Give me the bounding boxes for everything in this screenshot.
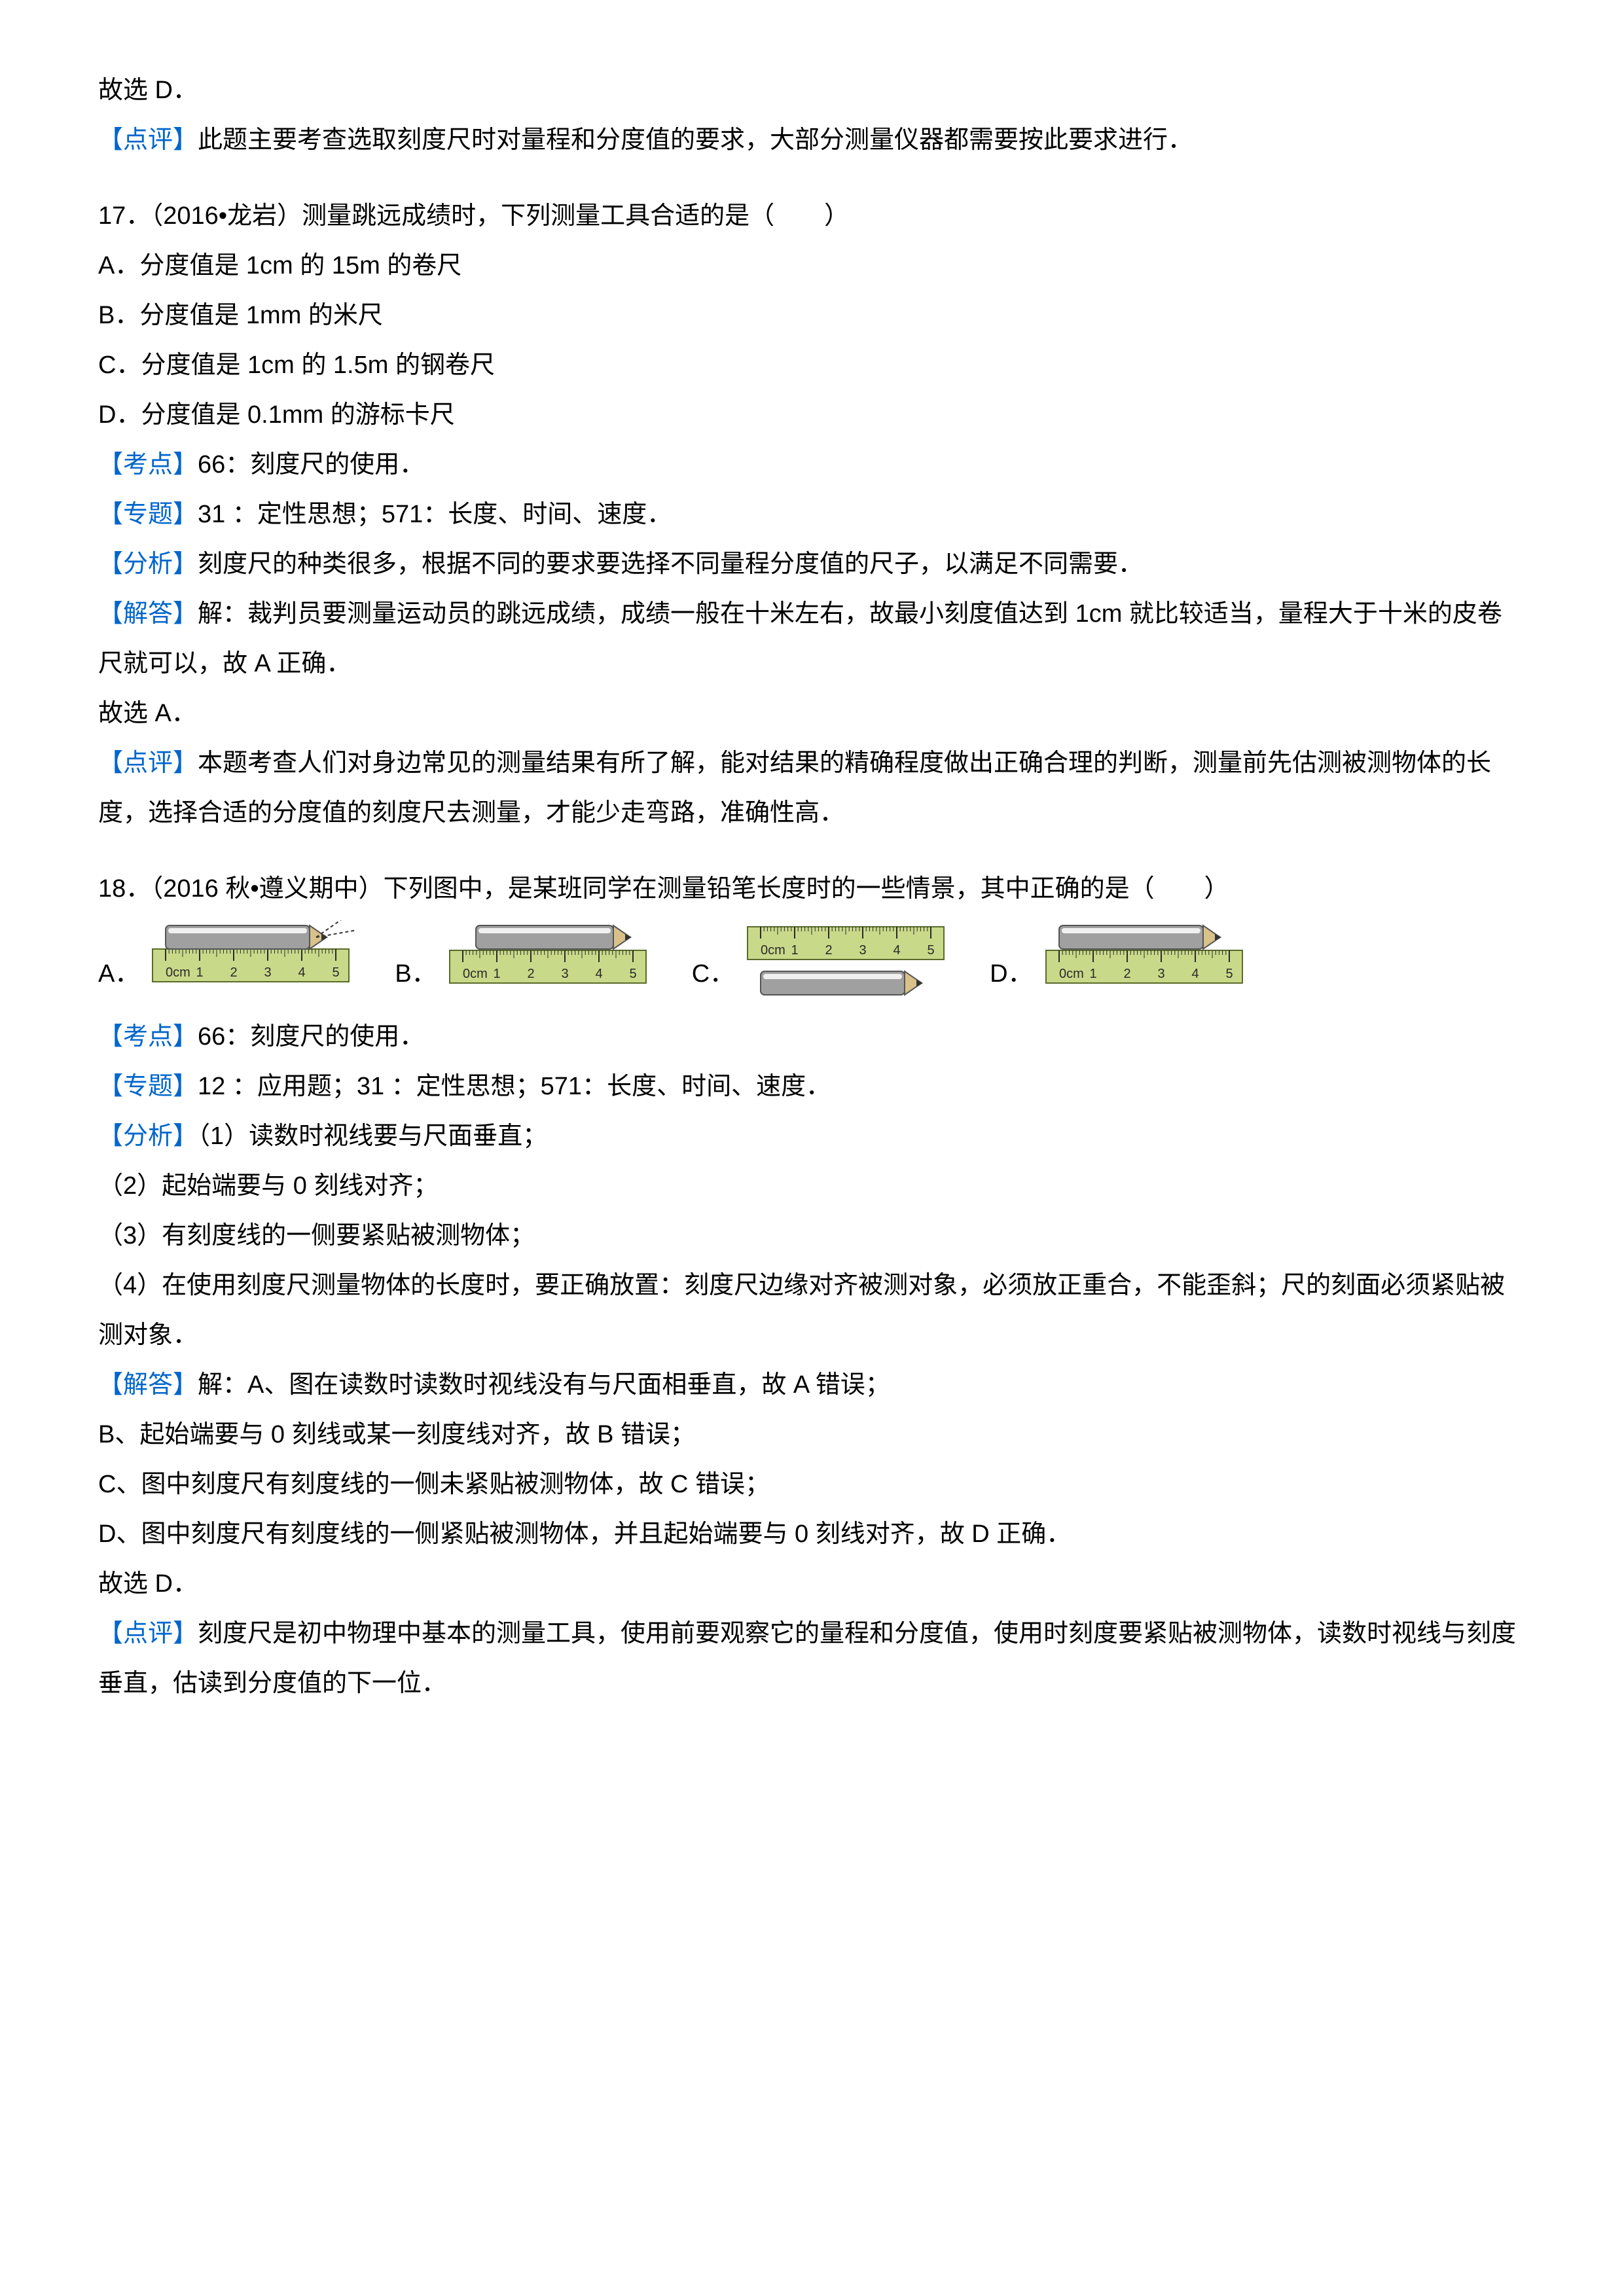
svg-text:1: 1	[196, 965, 204, 980]
document-page: 故选 D． 【点评】此题主要考查选取刻度尺时对量程和分度值的要求，大部分测量仪器…	[0, 0, 1624, 2296]
q18-fenxi-head: 【分析】（1）读数时视线要与尺面垂直；	[98, 1111, 1526, 1161]
q18-kaodian-text: 66：刻度尺的使用．	[198, 1023, 424, 1050]
label-zhuanti: 【专题】	[98, 1073, 198, 1100]
svg-text:0cm: 0cm	[463, 967, 488, 981]
label-dianping: 【点评】	[98, 1620, 198, 1647]
q18-dianping: 【点评】刻度尺是初中物理中基本的测量工具，使用前要观察它的量程和分度值，使用时刻…	[98, 1609, 1526, 1708]
q18-jieda-line-b: B、起始端要与 0 刻线或某一刻度线对齐，故 B 错误；	[98, 1410, 1526, 1460]
q17-fenxi-text: 刻度尺的种类很多，根据不同的要求要选择不同量程分度值的尺子，以满足不同需要．	[198, 550, 1143, 578]
q17-dianping-text: 本题考查人们对身边常见的测量结果有所了解，能对结果的精确程度做出正确合理的判断，…	[98, 749, 1491, 827]
svg-text:4: 4	[595, 967, 602, 981]
q18-fenxi-line1: （2）起始端要与 0 刻线对齐；	[98, 1161, 1526, 1211]
q17-guxuan: 故选 A．	[98, 689, 1526, 738]
q18-fenxi-line0: （1）读数时视线要与尺面垂直；	[198, 1122, 547, 1150]
q18-jieda-first: 解：A、图在读数时读数时视线没有与尺面相垂直，故 A 错误；	[198, 1371, 890, 1399]
q18-kaodian: 【考点】66：刻度尺的使用．	[98, 1012, 1526, 1062]
q17-zhuanti-text: 31 ：定性思想；571：长度、时间、速度．	[198, 501, 672, 528]
svg-text:1: 1	[791, 943, 799, 958]
label-kaodian: 【考点】	[98, 451, 198, 478]
svg-text:0cm: 0cm	[166, 965, 190, 980]
q18-fenxi-line3: （4）在使用刻度尺测量物体的长度时，要正确放置：刻度尺边缘对齐被测对象，必须放正…	[98, 1261, 1526, 1360]
q18-dianping-text: 刻度尺是初中物理中基本的测量工具，使用前要观察它的量程和分度值，使用时刻度要紧贴…	[98, 1620, 1516, 1697]
q17-jieda: 【解答】解：裁判员要测量运动员的跳远成绩，成绩一般在十米左右，故最小刻度值达到 …	[98, 589, 1526, 689]
label-fenxi: 【分析】	[98, 1122, 198, 1150]
label-dianping: 【点评】	[98, 126, 198, 154]
prev-dianping: 【点评】此题主要考查选取刻度尺时对量程和分度值的要求，大部分测量仪器都需要按此要…	[98, 115, 1526, 165]
q18-jieda-line-c: C、图中刻度尺有刻度线的一侧未紧贴被测物体，故 C 错误；	[98, 1460, 1526, 1509]
q18-figure-a: 0cm 1 2 3 4 5	[146, 920, 355, 999]
q18-option-b: B． 0cm 1 2 3 4 5	[395, 920, 652, 999]
q18-zhuanti: 【专题】12 ：应用题；31 ：定性思想；571：长度、时间、速度．	[98, 1062, 1526, 1111]
svg-text:0cm: 0cm	[761, 943, 785, 958]
prev-dianping-text: 此题主要考查选取刻度尺时对量程和分度值的要求，大部分测量仪器都需要按此要求进行．	[198, 126, 1193, 154]
q17-dianping: 【点评】本题考查人们对身边常见的测量结果有所了解，能对结果的精确程度做出正确合理…	[98, 738, 1526, 838]
q18-stem: 18．（2016 秋•遵义期中）下列图中，是某班同学在测量铅笔长度时的一些情景，…	[98, 864, 1526, 914]
q18-options-row: A． 0cm 1 2 3 4 5 B． 0cm 1 2 3 4 5 C． 0cm 1 2 3 4 5 D． 0…	[98, 920, 1526, 999]
svg-text:4: 4	[1191, 967, 1199, 981]
label-kaodian: 【考点】	[98, 1023, 198, 1050]
svg-text:3: 3	[264, 965, 272, 980]
q18-jieda-line-d: D、图中刻度尺有刻度线的一侧紧贴被测物体，并且起始端要与 0 刻线对齐，故 D …	[98, 1509, 1526, 1559]
q17-option-b: B．分度值是 1mm 的米尺	[98, 291, 1526, 340]
svg-text:2: 2	[230, 965, 238, 980]
q17-stem: 17．（2016•龙岩）测量跳远成绩时，下列测量工具合适的是（ ）	[98, 191, 1526, 241]
q18-guxuan: 故选 D．	[98, 1559, 1526, 1609]
label-zhuanti: 【专题】	[98, 501, 198, 528]
prev-guxuan: 故选 D．	[98, 65, 1526, 115]
label-jieda: 【解答】	[98, 1371, 198, 1399]
q18-jieda-head: 【解答】解：A、图在读数时读数时视线没有与尺面相垂直，故 A 错误；	[98, 1360, 1526, 1410]
section-spacer	[98, 165, 1526, 191]
svg-text:3: 3	[859, 943, 867, 958]
q18-fenxi-line2: （3）有刻度线的一侧要紧贴被测物体；	[98, 1211, 1526, 1261]
q17-jieda-text: 解：裁判员要测量运动员的跳远成绩，成绩一般在十米左右，故最小刻度值达到 1cm …	[98, 600, 1502, 677]
q18-figure-b: 0cm 1 2 3 4 5	[443, 920, 653, 999]
q18-option-d: D． 0cm 1 2 3 4 5	[990, 920, 1248, 999]
label-jieda: 【解答】	[98, 600, 198, 628]
q17-option-c: C．分度值是 1cm 的 1.5m 的钢卷尺	[98, 340, 1526, 390]
q18-figure-c: 0cm 1 2 3 4 5	[741, 920, 950, 999]
q18-option-d-label: D．	[990, 949, 1032, 999]
q17-kaodian-text: 66：刻度尺的使用．	[198, 451, 424, 478]
q17-option-d: D．分度值是 0.1mm 的游标卡尺	[98, 390, 1526, 440]
q17-kaodian: 【考点】66：刻度尺的使用．	[98, 440, 1526, 490]
svg-text:0cm: 0cm	[1059, 967, 1084, 981]
q18-option-a-label: A．	[98, 949, 139, 999]
q18-option-c-label: C．	[692, 949, 734, 999]
svg-text:4: 4	[893, 943, 901, 958]
q18-option-a: A． 0cm 1 2 3 4 5	[98, 920, 355, 999]
label-dianping: 【点评】	[98, 749, 198, 777]
q17-zhuanti: 【专题】31 ：定性思想；571：长度、时间、速度．	[98, 490, 1526, 539]
svg-text:2: 2	[527, 967, 534, 981]
q17-option-a: A．分度值是 1cm 的 15m 的卷尺	[98, 241, 1526, 291]
svg-text:5: 5	[928, 943, 935, 958]
svg-text:3: 3	[561, 967, 568, 981]
svg-text:5: 5	[629, 967, 636, 981]
q18-option-c: C． 0cm 1 2 3 4 5	[692, 920, 950, 999]
svg-text:5: 5	[1225, 967, 1233, 981]
svg-text:2: 2	[1123, 967, 1130, 981]
q18-zhuanti-text: 12 ：应用题；31 ：定性思想；571：长度、时间、速度．	[198, 1073, 831, 1100]
q18-option-b-label: B．	[395, 949, 436, 999]
svg-text:4: 4	[298, 965, 306, 980]
svg-text:1: 1	[493, 967, 500, 981]
q18-figure-d: 0cm 1 2 3 4 5	[1039, 920, 1249, 999]
label-fenxi: 【分析】	[98, 550, 198, 578]
svg-text:5: 5	[333, 965, 340, 980]
section-spacer	[98, 838, 1526, 864]
svg-text:2: 2	[825, 943, 833, 958]
q17-fenxi: 【分析】刻度尺的种类很多，根据不同的要求要选择不同量程分度值的尺子，以满足不同需…	[98, 539, 1526, 589]
svg-text:1: 1	[1089, 967, 1096, 981]
svg-text:3: 3	[1157, 967, 1164, 981]
